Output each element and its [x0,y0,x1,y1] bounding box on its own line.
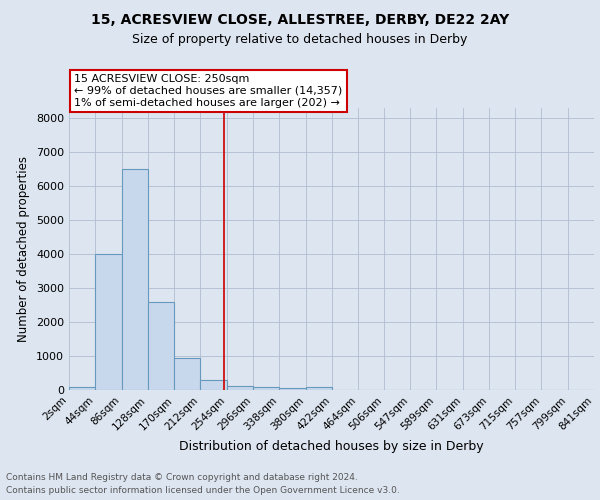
Text: 15, ACRESVIEW CLOSE, ALLESTREE, DERBY, DE22 2AY: 15, ACRESVIEW CLOSE, ALLESTREE, DERBY, D… [91,12,509,26]
Bar [279,388,305,390]
Bar [69,386,95,390]
X-axis label: Distribution of detached houses by size in Derby: Distribution of detached houses by size … [179,440,484,453]
Text: 15 ACRESVIEW CLOSE: 250sqm
← 99% of detached houses are smaller (14,357)
1% of s: 15 ACRESVIEW CLOSE: 250sqm ← 99% of deta… [74,74,343,108]
Text: Size of property relative to detached houses in Derby: Size of property relative to detached ho… [133,32,467,46]
Bar [200,380,227,390]
Bar [174,358,200,390]
Bar [253,386,279,390]
Bar [148,302,174,390]
Bar [95,254,122,390]
Y-axis label: Number of detached properties: Number of detached properties [17,156,31,342]
Bar [122,169,148,390]
Bar [227,386,253,390]
Text: Contains public sector information licensed under the Open Government Licence v3: Contains public sector information licen… [6,486,400,495]
Text: Contains HM Land Registry data © Crown copyright and database right 2024.: Contains HM Land Registry data © Crown c… [6,474,358,482]
Bar [305,386,332,390]
